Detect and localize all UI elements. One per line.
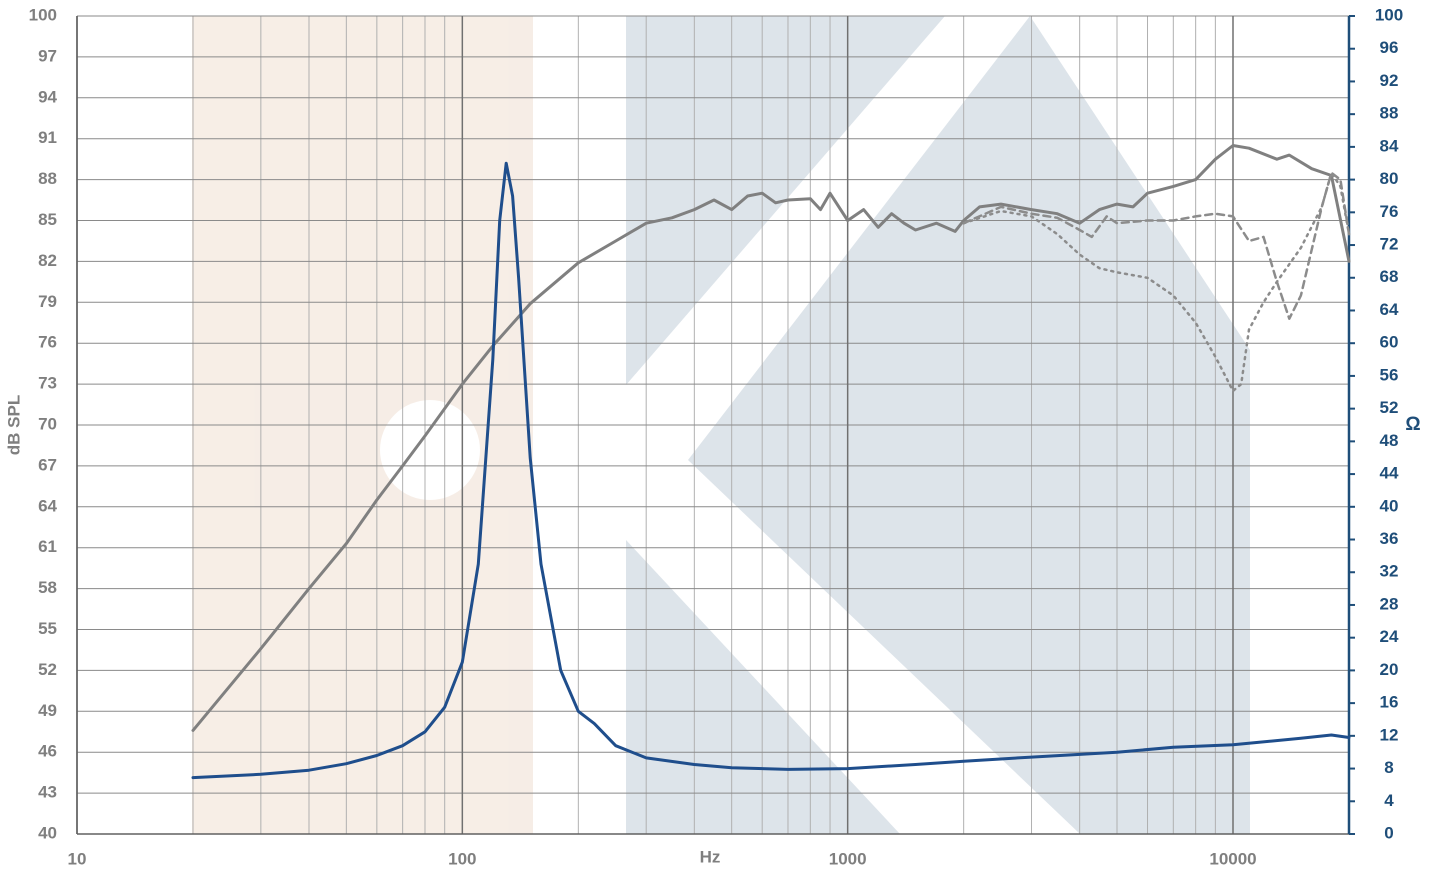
x-tick-label: 10000 <box>1209 849 1256 868</box>
y2-tick-label: 8 <box>1384 758 1393 777</box>
y-tick-label: 40 <box>38 823 57 842</box>
y-tick-label: 49 <box>38 701 57 720</box>
y-tick-label: 67 <box>38 455 57 474</box>
y-tick-label: 70 <box>38 414 57 433</box>
y-tick-label: 79 <box>38 292 57 311</box>
series-line <box>962 171 1351 320</box>
y2-tick-label: 72 <box>1380 235 1399 254</box>
y-tick-label: 43 <box>38 783 57 802</box>
y-tick-label: 46 <box>38 742 57 761</box>
y2-tick-label: 96 <box>1380 38 1399 57</box>
y2-tick-label: 32 <box>1380 562 1399 581</box>
y2-tick-label: 84 <box>1380 136 1399 155</box>
series-line <box>191 144 1351 732</box>
y2-tick-label: 0 <box>1384 823 1393 842</box>
y-tick-label: 88 <box>38 169 57 188</box>
y2-tick-label: 64 <box>1380 300 1399 319</box>
y2-tick-label: 80 <box>1380 169 1399 188</box>
y2-tick-label: 68 <box>1380 267 1399 286</box>
y2-tick-label: 4 <box>1384 791 1394 810</box>
y2-tick-label: 20 <box>1380 660 1399 679</box>
x-tick-label: 10 <box>68 849 87 868</box>
y2-tick-label: 16 <box>1380 693 1399 712</box>
y-tick-label: 61 <box>38 537 57 556</box>
y-tick-label: 58 <box>38 578 57 597</box>
y-tick-label: 91 <box>38 128 57 147</box>
y2-tick-label: 44 <box>1380 464 1399 483</box>
y-axis-label: dB SPL <box>4 395 23 455</box>
y2-tick-label: 92 <box>1380 71 1399 90</box>
y-tick-label: 82 <box>38 251 57 270</box>
y2-tick-label: 24 <box>1380 627 1399 646</box>
y-tick-label: 85 <box>38 210 57 229</box>
y-tick-label: 94 <box>38 87 57 106</box>
y-tick-label: 64 <box>38 496 57 515</box>
y2-tick-label: 12 <box>1380 725 1399 744</box>
y2-tick-label: 40 <box>1380 496 1399 515</box>
y2-tick-label: 88 <box>1380 104 1399 123</box>
y2-tick-label: 56 <box>1380 365 1399 384</box>
y-tick-label: 97 <box>38 46 57 65</box>
series-line <box>962 171 1351 393</box>
y2-tick-label: 36 <box>1380 529 1399 548</box>
y-tick-label: 52 <box>38 660 57 679</box>
y2-tick-label: 52 <box>1380 398 1399 417</box>
x-tick-label: 100 <box>448 849 476 868</box>
series-line <box>191 161 1351 780</box>
y2-tick-label: 28 <box>1380 594 1399 613</box>
y2-tick-label: 76 <box>1380 202 1399 221</box>
y2-tick-label: 48 <box>1380 431 1399 450</box>
x-tick-label: 1000 <box>829 849 867 868</box>
y2-tick-label: 60 <box>1380 333 1399 352</box>
y2-axis-label: Ω <box>1405 414 1420 435</box>
y-tick-label: 100 <box>29 5 57 24</box>
y-tick-label: 76 <box>38 333 57 352</box>
y-tick-label: 73 <box>38 374 57 393</box>
y2-tick-label: 100 <box>1375 5 1403 24</box>
x-axis-label: Hz <box>700 847 721 866</box>
y-tick-label: 55 <box>38 619 57 638</box>
